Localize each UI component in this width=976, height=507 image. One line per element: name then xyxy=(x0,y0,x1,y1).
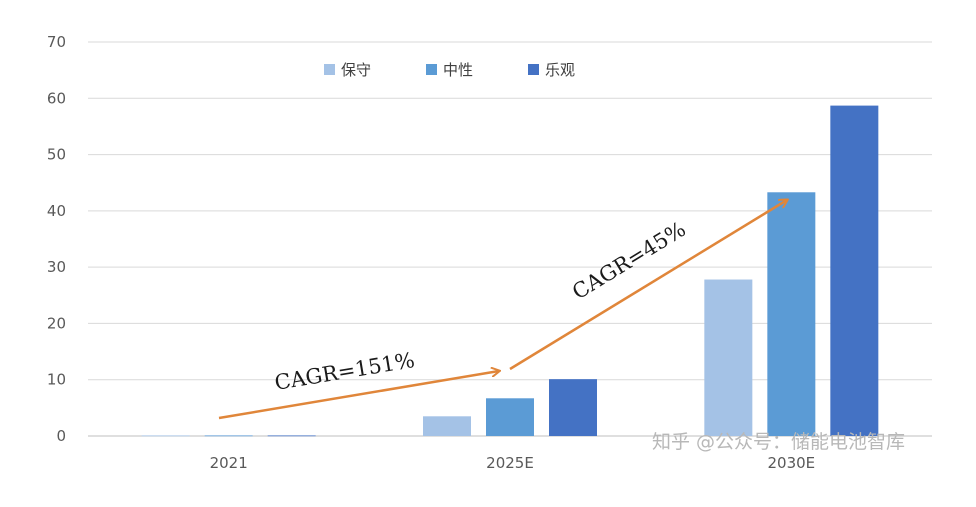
y-tick-label: 70 xyxy=(47,33,66,51)
watermark: 知乎 @公众号：储能电池智库 xyxy=(652,431,905,453)
bar xyxy=(767,192,816,436)
bar xyxy=(267,435,316,437)
bar xyxy=(830,105,879,437)
bar xyxy=(549,379,597,436)
legend-label: 保守 xyxy=(341,61,371,79)
x-axis-ticks: 2021 2025E 2030E xyxy=(210,454,816,472)
bar xyxy=(141,435,190,437)
bar xyxy=(423,416,471,436)
y-tick-label: 40 xyxy=(47,202,66,220)
gridlines xyxy=(88,41,932,437)
y-tick-label: 20 xyxy=(47,314,66,332)
cagr-annotations: CAGR=151%CAGR=45% xyxy=(218,200,787,420)
cagr-label: CAGR=45% xyxy=(568,217,690,304)
x-tick-label: 2030E xyxy=(768,454,816,472)
cagr-arrow xyxy=(218,371,499,420)
x-tick-label: 2021 xyxy=(210,454,248,472)
legend: 保守 中性 乐观 xyxy=(324,61,575,79)
x-tick-label: 2025E xyxy=(486,454,534,472)
legend-label: 乐观 xyxy=(545,61,575,79)
y-tick-label: 60 xyxy=(47,89,66,107)
legend-swatch xyxy=(426,64,437,75)
y-tick-label: 50 xyxy=(47,146,66,164)
cagr-arrow xyxy=(509,200,787,371)
legend-swatch xyxy=(324,64,335,75)
bars xyxy=(141,105,879,437)
y-tick-label: 10 xyxy=(47,371,66,389)
bar xyxy=(704,279,753,436)
y-tick-label: 30 xyxy=(47,258,66,276)
bar xyxy=(204,435,253,437)
y-tick-label: 0 xyxy=(56,427,66,445)
legend-swatch xyxy=(528,64,539,75)
bar xyxy=(486,398,534,436)
legend-label: 中性 xyxy=(443,61,473,79)
y-axis-ticks: 0 10 20 30 40 50 60 70 xyxy=(47,33,66,445)
